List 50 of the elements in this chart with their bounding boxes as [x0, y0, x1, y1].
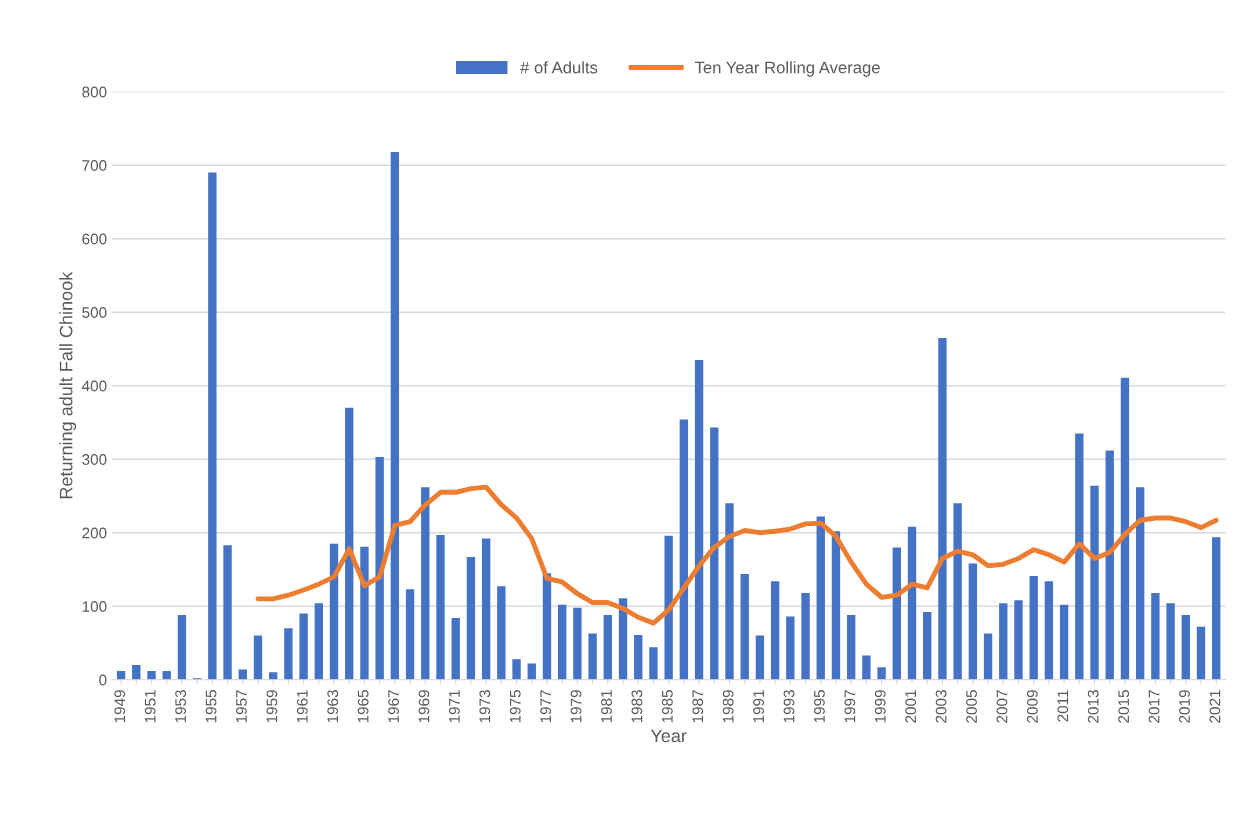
- x-tick-label: 1955: [205, 690, 217, 723]
- x-tick-label: 1959: [266, 690, 278, 723]
- y-tick-label: 0: [99, 674, 107, 686]
- x-tick-label: 1975: [509, 690, 521, 723]
- x-tick-label: 1977: [540, 690, 552, 723]
- x-axis-title: Year: [650, 729, 687, 743]
- y-axis-title: Returning adult Fall Chinook: [59, 271, 77, 499]
- x-tick-label: 1987: [692, 690, 704, 723]
- y-tick-label: 200: [82, 527, 107, 539]
- x-tick-label: 1983: [631, 690, 643, 723]
- y-tick-label: 300: [82, 454, 107, 465]
- x-tick-label: 2001: [905, 690, 917, 723]
- x-tick-label: 2009: [1026, 690, 1038, 723]
- x-tick-label: 1993: [783, 690, 795, 723]
- x-tick-label: 1953: [175, 690, 187, 723]
- x-tick-label: 1991: [753, 690, 765, 723]
- x-tick-label: 2003: [935, 690, 947, 723]
- x-tick-label: 2015: [1118, 690, 1130, 723]
- y-tick-label: 700: [82, 160, 107, 171]
- x-tick-label: 2013: [1087, 690, 1099, 723]
- y-tick-label: 600: [82, 233, 107, 245]
- x-tick-label: 1971: [448, 690, 460, 723]
- x-tick-label: 2019: [1179, 690, 1190, 723]
- y-tick-label: 100: [82, 601, 107, 612]
- x-tick-label: 2021: [1209, 690, 1221, 723]
- x-tick-label: 1989: [722, 690, 734, 723]
- x-tick-label: 1979: [570, 690, 582, 723]
- y-tick-label: 500: [82, 307, 107, 318]
- x-tick-label: 1973: [479, 690, 491, 723]
- x-tick-label: 1967: [388, 690, 399, 723]
- x-tick-label: 1995: [814, 690, 825, 723]
- x-tick-label: 1999: [874, 690, 886, 723]
- x-tick-label: 1997: [844, 690, 856, 723]
- x-tick-label: 2007: [996, 690, 1008, 723]
- x-tick-label: 2017: [1148, 690, 1160, 723]
- x-tick-label: 1961: [296, 690, 308, 723]
- x-tick-label: 1969: [418, 690, 430, 723]
- x-tick-label: 1951: [144, 690, 156, 723]
- x-tick-label: 1965: [357, 690, 369, 723]
- legend-label: Ten Year Rolling Average: [694, 61, 880, 77]
- y-tick-label: 400: [81, 380, 107, 392]
- x-tick-label: 1949: [114, 690, 126, 723]
- x-tick-label: 1963: [327, 690, 339, 723]
- x-tick-label: 1957: [236, 690, 247, 723]
- x-tick-label: 1985: [661, 690, 673, 723]
- y-tick-label: 800: [82, 86, 107, 98]
- x-tick-label: 2011: [1057, 690, 1069, 722]
- x-tick-label: 1981: [601, 690, 612, 723]
- x-tick-label: 2005: [966, 690, 977, 723]
- legend-label: # of Adults: [520, 61, 598, 74]
